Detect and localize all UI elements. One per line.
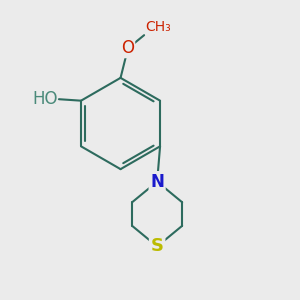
Text: O: O <box>122 39 134 57</box>
Text: CH₃: CH₃ <box>146 20 171 34</box>
Text: HO: HO <box>32 90 58 108</box>
Text: N: N <box>150 173 164 191</box>
Text: S: S <box>151 237 164 255</box>
